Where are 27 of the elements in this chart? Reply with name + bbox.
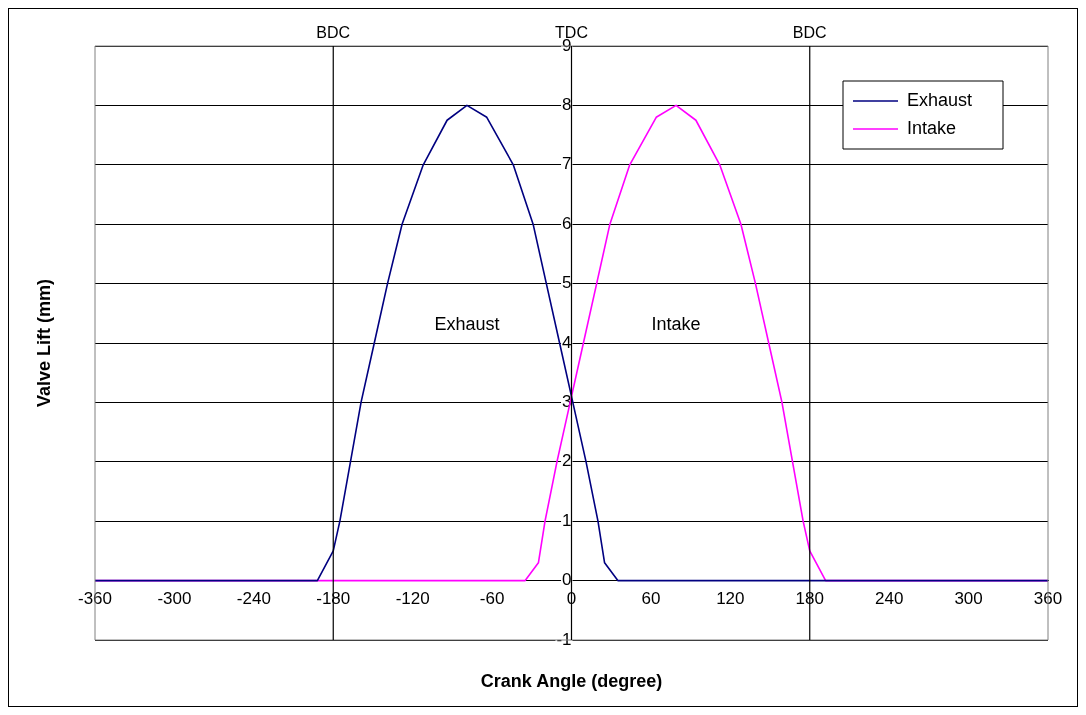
y-tick-label: 4 [562,332,572,352]
x-tick-label: 60 [641,589,661,609]
legend-label: Exhaust [907,89,973,110]
x-tick-label: -360 [77,589,113,609]
ref-line-label: BDC [316,24,351,42]
annotation: Exhaust [434,313,500,334]
x-tick-label: 360 [1033,589,1063,609]
x-axis-title: Crank Angle (degree) [480,670,663,691]
x-tick-label: -240 [236,589,271,609]
x-tick-label: 240 [874,589,904,609]
y-tick-label: 1 [562,510,572,530]
y-axis-title: Valve Lift (mm) [33,278,54,408]
y-tick-label: -1 [556,629,572,649]
x-tick-label: -300 [157,589,192,609]
y-tick-label: 8 [562,95,572,115]
x-tick-label: -120 [395,589,430,609]
y-tick-label: 6 [562,213,572,233]
y-tick-label: 2 [562,451,572,471]
legend-label: Intake [907,117,957,138]
x-tick-label: 120 [716,589,745,609]
x-tick-label: 300 [954,589,983,609]
y-tick-label: 0 [562,570,572,590]
annotation: Intake [651,313,701,334]
ref-line-label: BDC [792,24,827,42]
y-tick-label: 5 [562,273,572,293]
y-tick-label: 7 [562,154,572,174]
x-tick-label: -60 [479,589,505,609]
